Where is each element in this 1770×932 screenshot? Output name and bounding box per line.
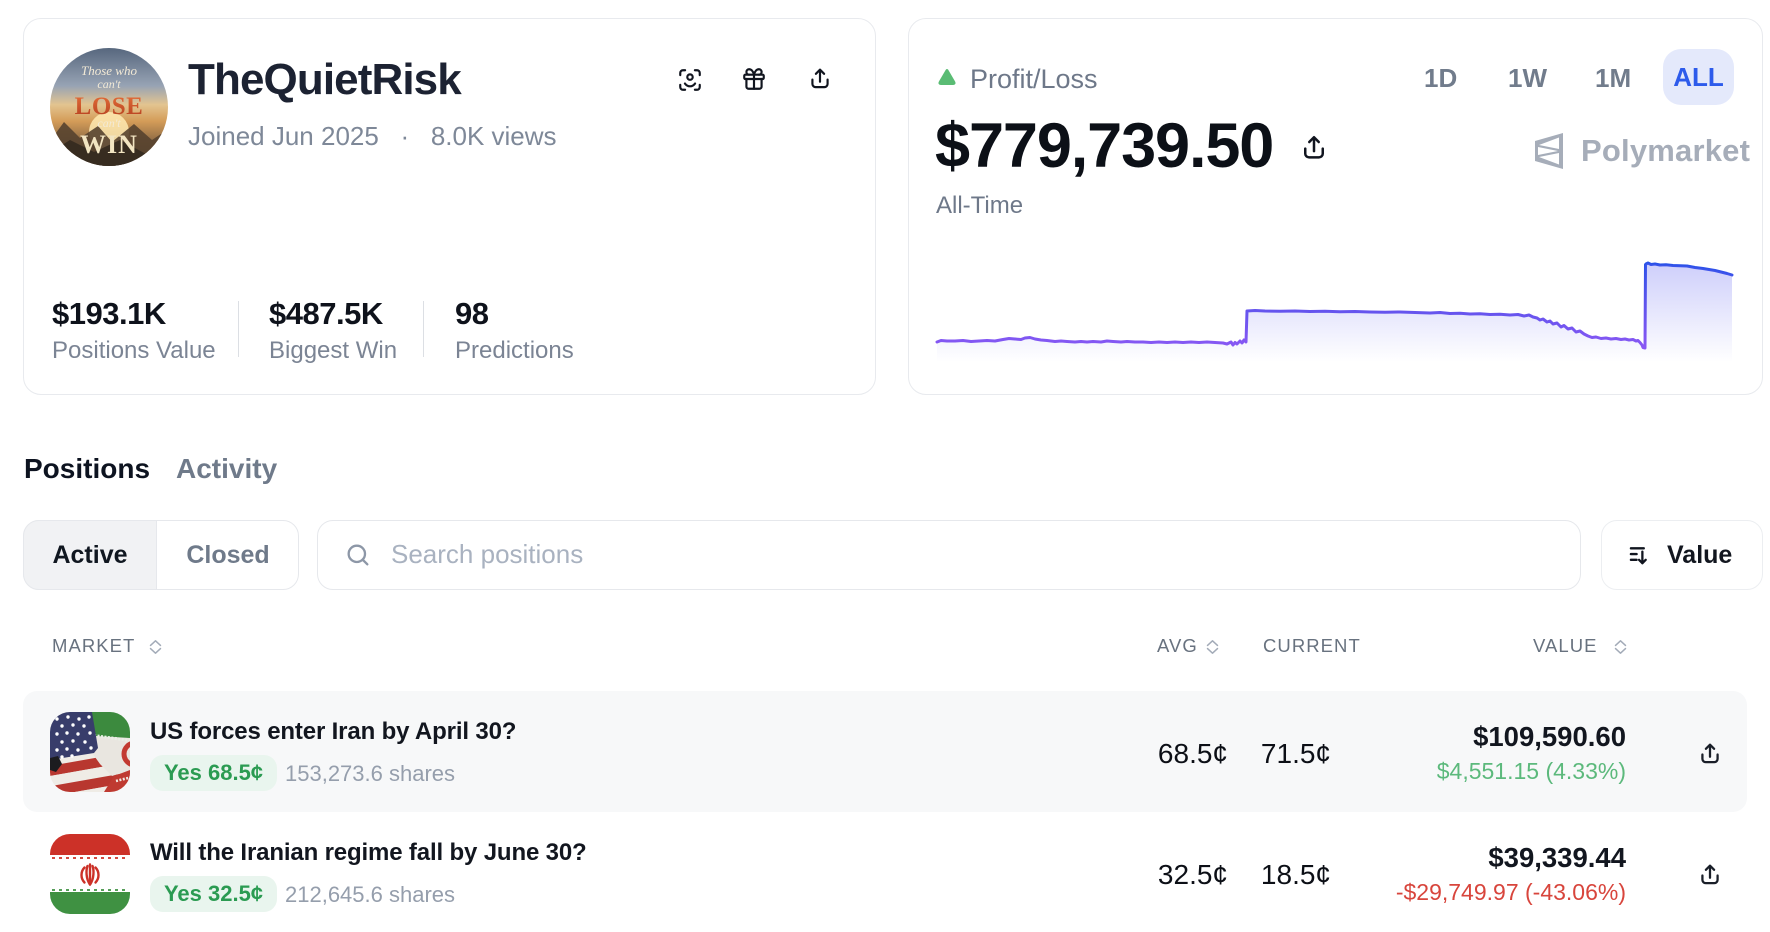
svg-text:WIN: WIN	[80, 130, 138, 159]
svg-text:Those who: Those who	[81, 63, 137, 78]
svg-text:can't: can't	[97, 116, 121, 130]
svg-text:LOSE: LOSE	[75, 93, 144, 120]
svg-text:can't: can't	[97, 77, 121, 91]
